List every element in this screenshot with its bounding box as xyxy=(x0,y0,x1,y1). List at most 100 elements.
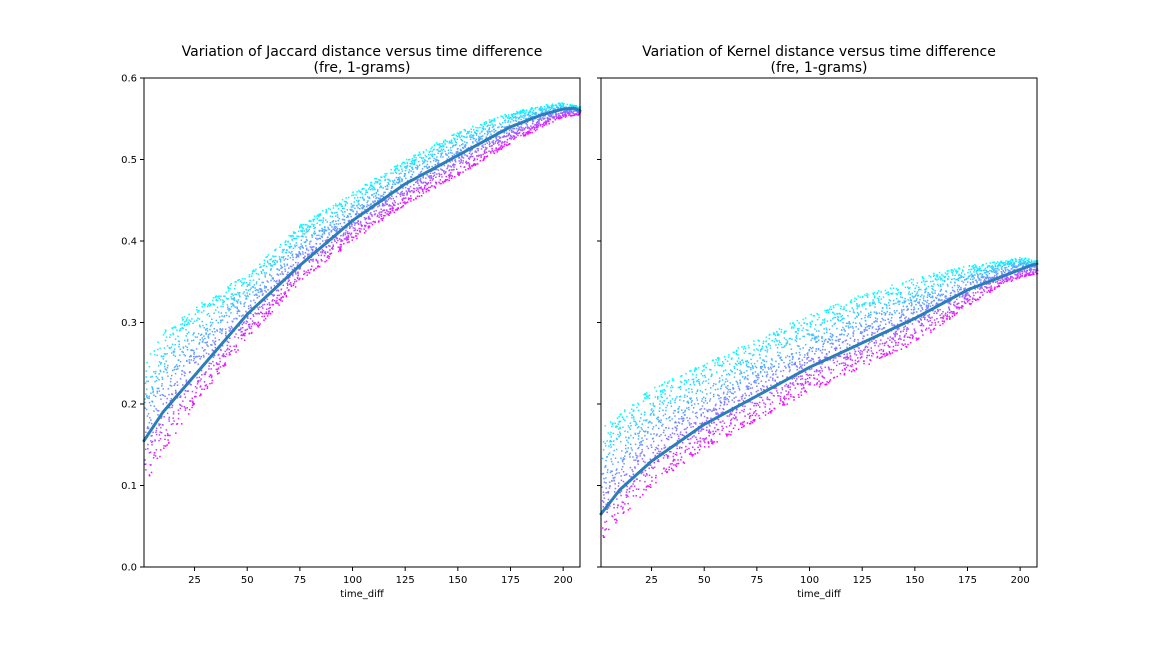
left-data-point xyxy=(211,324,213,326)
left-data-point xyxy=(263,320,265,322)
right-data-point xyxy=(792,353,794,355)
left-data-point xyxy=(437,143,439,145)
left-data-point xyxy=(372,224,374,226)
left-data-point xyxy=(430,161,432,163)
right-data-point xyxy=(755,410,757,412)
left-data-point xyxy=(292,259,294,261)
right-data-point xyxy=(694,403,696,405)
left-data-point xyxy=(516,121,518,123)
right-data-point xyxy=(665,470,667,472)
left-data-point xyxy=(480,138,482,140)
left-data-point xyxy=(287,272,289,274)
left-data-point xyxy=(222,306,224,308)
right-data-point xyxy=(744,398,746,400)
right-data-point xyxy=(746,385,748,387)
left-data-point xyxy=(481,130,483,132)
left-data-point xyxy=(484,128,486,130)
right-data-point xyxy=(642,444,644,446)
left-data-point xyxy=(265,276,267,278)
left-data-point xyxy=(229,352,231,354)
left-data-point xyxy=(549,107,551,109)
left-data-point xyxy=(200,378,202,380)
left-data-point xyxy=(195,392,197,394)
left-data-point xyxy=(309,243,311,245)
left-data-point xyxy=(368,188,370,190)
left-data-point xyxy=(312,236,314,238)
right-data-point xyxy=(794,324,796,326)
left-data-point xyxy=(405,173,407,175)
left-data-point xyxy=(344,216,346,218)
left-data-point xyxy=(345,230,347,232)
right-data-point xyxy=(647,395,649,397)
right-data-point xyxy=(643,401,645,403)
left-data-point xyxy=(474,158,476,160)
left-data-point xyxy=(378,220,380,222)
left-data-point xyxy=(476,139,478,141)
right-data-point xyxy=(633,474,635,476)
left-data-point xyxy=(239,315,241,317)
right-data-point xyxy=(603,494,605,496)
left-data-point xyxy=(287,287,289,289)
left-data-point xyxy=(452,175,454,177)
right-data-point xyxy=(668,439,670,441)
left-data-point xyxy=(326,260,328,262)
right-data-point xyxy=(626,416,628,418)
right-data-point xyxy=(650,403,652,405)
right-data-point xyxy=(615,474,617,476)
right-data-point xyxy=(693,454,695,456)
right-data-point xyxy=(655,477,657,479)
right-data-point xyxy=(783,397,785,399)
right-data-point xyxy=(766,337,768,339)
left-data-point xyxy=(280,244,282,246)
left-data-point xyxy=(530,129,532,131)
left-data-point xyxy=(186,335,188,337)
right-data-point xyxy=(739,400,741,402)
left-data-point xyxy=(446,168,448,170)
left-data-point xyxy=(558,107,560,109)
right-data-point xyxy=(636,407,638,409)
left-data-point xyxy=(334,228,336,230)
right-data-point xyxy=(638,410,640,412)
left-data-point xyxy=(259,323,261,325)
left-data-point xyxy=(489,131,491,133)
left-data-point xyxy=(260,291,262,293)
right-data-point xyxy=(689,418,691,420)
left-data-point xyxy=(252,320,254,322)
right-data-point xyxy=(603,506,605,508)
left-data-point xyxy=(194,321,196,323)
right-data-point xyxy=(780,371,782,373)
left-data-point xyxy=(230,312,232,314)
left-data-point xyxy=(180,349,182,351)
left-data-point xyxy=(442,182,444,184)
right-data-point xyxy=(689,424,691,426)
right-data-point xyxy=(674,400,676,402)
right-data-point xyxy=(780,398,782,400)
left-data-point xyxy=(524,110,526,112)
right-data-point xyxy=(711,374,713,376)
left-data-point xyxy=(172,405,174,407)
left-data-point xyxy=(148,396,150,398)
left-data-point xyxy=(164,366,166,368)
right-data-point xyxy=(678,463,680,465)
right-data-point xyxy=(730,434,732,436)
right-data-point xyxy=(724,402,726,404)
right-data-point xyxy=(639,432,641,434)
left-data-point xyxy=(176,381,178,383)
right-data-point xyxy=(779,342,781,344)
right-data-point xyxy=(793,397,795,399)
left-data-point xyxy=(294,281,296,283)
left-data-point xyxy=(220,296,222,298)
left-data-point xyxy=(432,173,434,175)
right-data-point xyxy=(657,419,659,421)
left-data-point xyxy=(196,320,198,322)
left-data-point xyxy=(402,200,404,202)
right-data-point xyxy=(765,367,767,369)
right-data-point xyxy=(635,459,637,461)
left-data-point xyxy=(456,169,458,171)
left-data-point xyxy=(201,374,203,376)
right-data-point xyxy=(623,463,625,465)
right-data-point xyxy=(614,483,616,485)
left-data-point xyxy=(455,144,457,146)
right-data-point xyxy=(665,446,667,448)
left-data-point xyxy=(434,174,436,176)
